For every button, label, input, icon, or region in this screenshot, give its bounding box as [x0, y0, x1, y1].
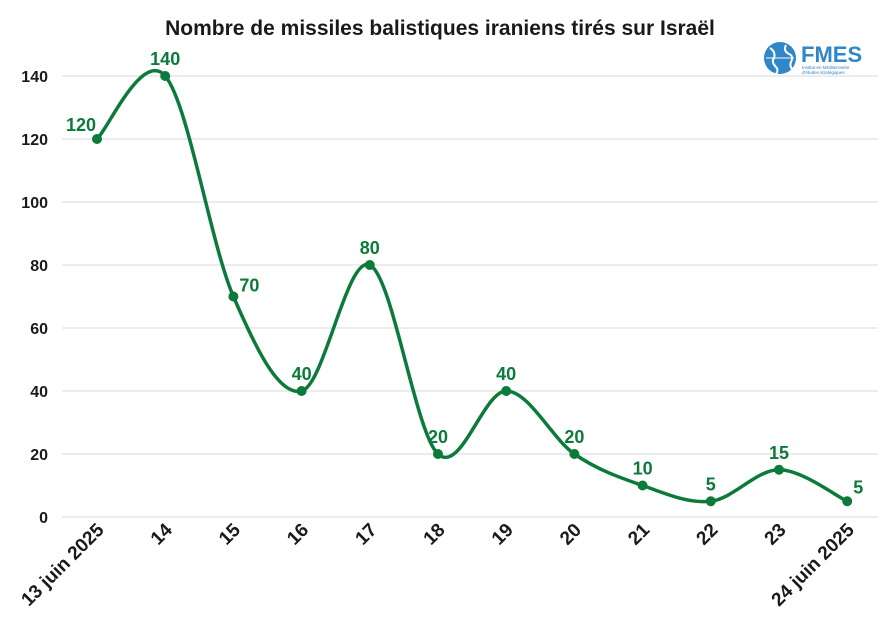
data-point — [433, 449, 443, 459]
logo-subtitle-2: d'études stratégiques — [802, 70, 845, 75]
y-tick-label: 140 — [21, 69, 48, 86]
data-point — [569, 449, 580, 459]
fmes-logo: FMES Institut en Méditerranée d'études s… — [764, 42, 862, 75]
data-label: 140 — [150, 49, 180, 69]
data-label: 120 — [66, 115, 96, 135]
data-label: 20 — [564, 427, 584, 447]
x-tick-label: 23 — [761, 520, 791, 550]
data-point — [364, 260, 375, 270]
gridlines — [62, 75, 878, 518]
data-point — [296, 386, 307, 396]
data-point — [228, 291, 239, 302]
data-points — [92, 71, 853, 507]
data-label: 5 — [853, 477, 863, 497]
y-tick-label: 20 — [30, 447, 48, 464]
x-tick-label: 18 — [420, 520, 450, 550]
x-tick-label: 16 — [283, 520, 313, 550]
globe-icon — [764, 42, 796, 75]
data-label: 40 — [292, 364, 312, 384]
x-tick-label: 21 — [624, 519, 654, 549]
data-label: 5 — [706, 474, 716, 494]
y-tick-label: 100 — [21, 195, 48, 212]
data-point — [160, 71, 171, 81]
x-tick-label: 20 — [556, 520, 586, 550]
series-line — [95, 69, 848, 504]
logo-subtitle-1: Institut en Méditerranée — [802, 65, 850, 70]
chart-title: Nombre de missiles balistiques iraniens … — [165, 17, 715, 40]
data-point — [705, 496, 716, 507]
data-label: 80 — [360, 238, 380, 258]
data-labels: 120 140 70 40 80 20 40 20 10 5 15 5 — [66, 49, 863, 497]
logo-name: FMES — [801, 42, 862, 67]
x-tick-label: 15 — [215, 519, 245, 549]
x-tick-label: 17 — [352, 520, 382, 550]
x-tick-label: 14 — [147, 519, 177, 549]
data-label: 15 — [769, 443, 789, 463]
data-label: 10 — [633, 459, 653, 479]
data-label: 40 — [496, 364, 516, 384]
data-label: 70 — [239, 276, 259, 296]
data-point — [774, 464, 784, 475]
y-tick-label: 60 — [30, 321, 48, 338]
x-tick-label: 22 — [693, 520, 723, 550]
data-point — [501, 386, 512, 396]
x-tick-label: 13 juin 2025 — [18, 519, 109, 610]
data-point — [842, 496, 853, 507]
data-point — [92, 134, 102, 144]
y-tick-label: 0 — [39, 510, 48, 527]
data-label: 20 — [428, 427, 448, 447]
x-tick-label: 19 — [488, 520, 518, 550]
y-tick-label: 40 — [30, 384, 48, 401]
data-point — [637, 480, 648, 491]
y-axis-ticks: 0 20 40 60 80 100 120 140 — [21, 69, 48, 527]
y-tick-label: 80 — [30, 258, 48, 275]
y-tick-label: 120 — [21, 132, 48, 149]
